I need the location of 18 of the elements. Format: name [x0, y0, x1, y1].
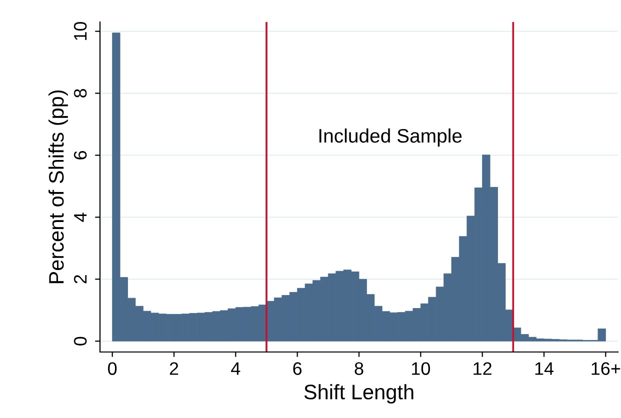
- annotation: Included Sample: [319, 128, 462, 147]
- y-tick-label: 6: [74, 151, 87, 160]
- y-tick-label: 2: [74, 275, 87, 284]
- y-tick-label: 10: [74, 22, 87, 40]
- x-tick-label: 6: [293, 362, 302, 375]
- y-tick-label: 8: [74, 89, 87, 98]
- x-tick-label: 14: [535, 362, 554, 375]
- x-tick-label: 0: [108, 362, 117, 375]
- y-axis-title: Percent of Shifts (pp): [48, 90, 68, 284]
- x-tick-label: 8: [354, 362, 364, 375]
- x-tick-label: 16+: [592, 362, 620, 375]
- x-tick-label: 2: [170, 362, 178, 375]
- x-tick-label: 10: [412, 362, 430, 375]
- y-tick-label: 4: [74, 212, 87, 222]
- y-tick-label: 0: [74, 336, 87, 346]
- x-tick-label: 12: [474, 362, 492, 375]
- x-tick-label: 4: [231, 362, 240, 375]
- x-axis-title: Shift Length: [304, 384, 414, 404]
